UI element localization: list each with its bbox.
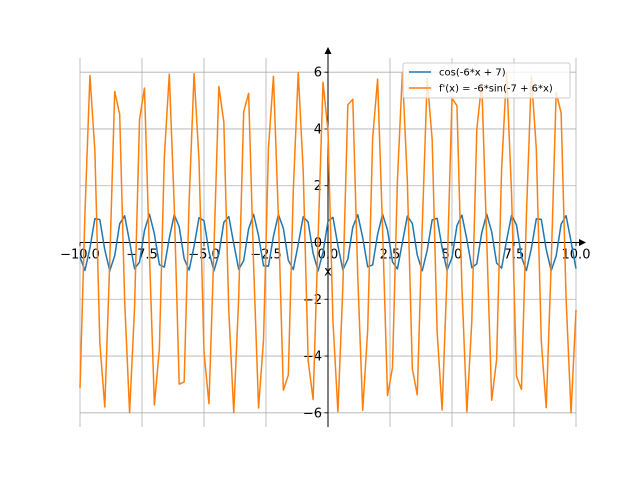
series <box>79 71 577 414</box>
x-axis-label: x <box>324 265 332 280</box>
axes <box>80 47 586 427</box>
series-line-1 <box>79 71 577 414</box>
x-tick-label: −10.0 <box>60 248 100 263</box>
x-tick-label: 10.0 <box>562 248 591 263</box>
y-tick-label: −6 <box>303 406 322 421</box>
legend-label-derivative: f'(x) = -6*sin(-7 + 6*x) <box>439 84 553 95</box>
series-line-0 <box>79 213 577 272</box>
y-axis-arrow-icon <box>324 47 332 54</box>
y-tick-label: 6 <box>314 66 322 81</box>
x-tick-label: −5.0 <box>188 248 220 263</box>
y-tick-label: −2 <box>303 293 322 308</box>
legend: cos(-6*x + 7) f'(x) = -6*sin(-7 + 6*x) <box>402 62 571 99</box>
y-tick-label: −4 <box>303 350 322 365</box>
y-tick-label: 2 <box>314 179 322 194</box>
x-axis-arrow-icon <box>579 239 586 246</box>
legend-label-cos: cos(-6*x + 7) <box>439 68 506 79</box>
x-tick-label: 7.5 <box>504 248 525 263</box>
legend-box <box>402 62 571 99</box>
y-tick-label: 4 <box>314 122 322 137</box>
